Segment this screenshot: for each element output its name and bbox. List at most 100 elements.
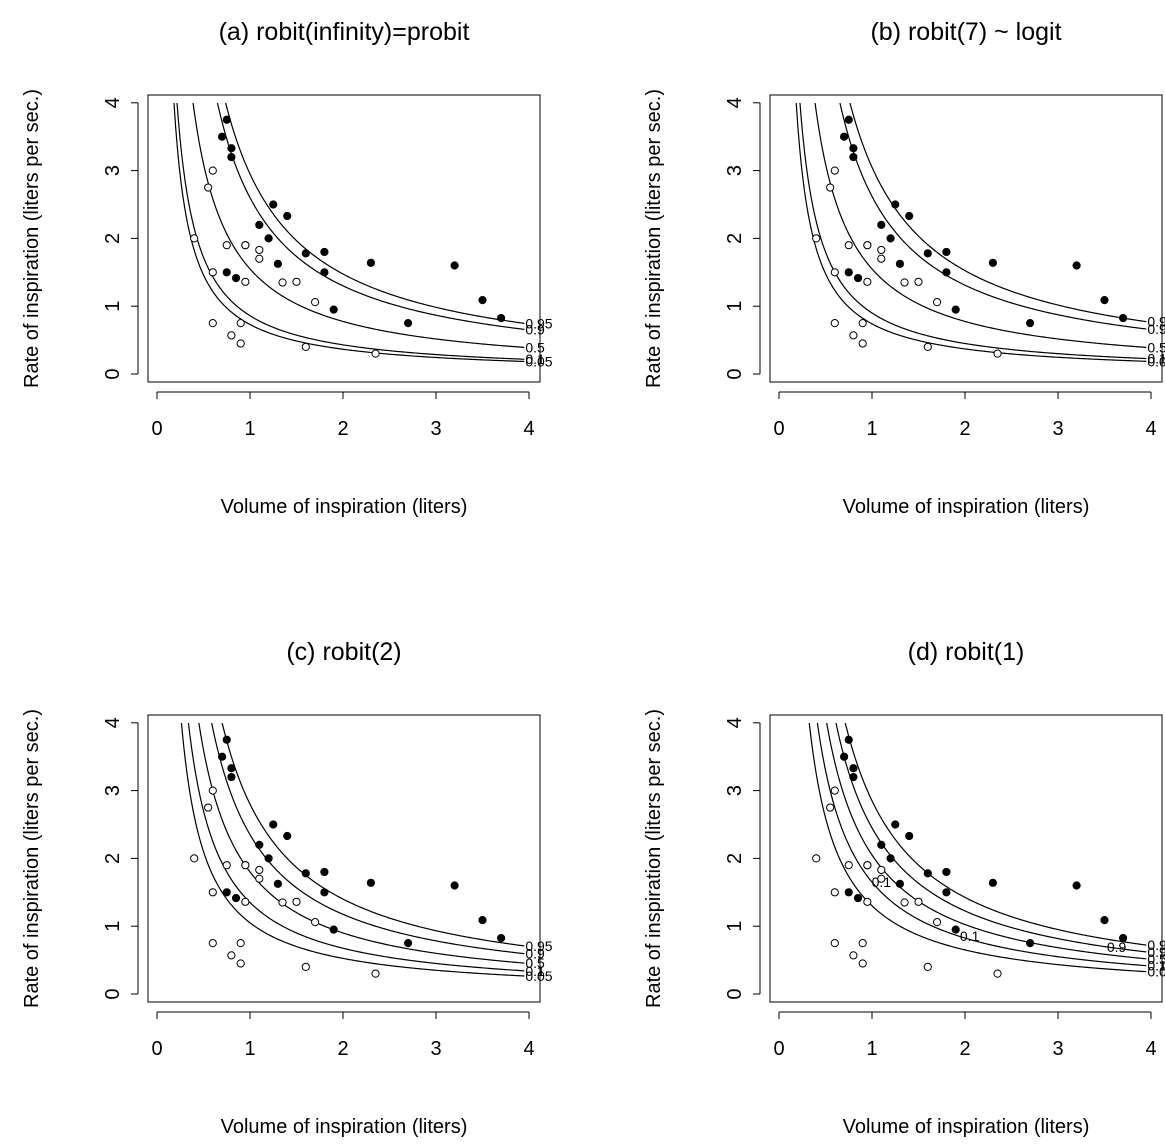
data-point-open (208, 319, 217, 328)
chart-panel-3: (c) robit(2) 0 1 2 3 4 0 1 2 3 4 Volume of inspirat… (21, 638, 553, 1138)
x-tick-label: 3 (430, 1038, 441, 1060)
y-tick-label: 2 (724, 233, 746, 244)
contour-label: 0.1 (525, 963, 545, 979)
y-tick-label: 1 (724, 921, 746, 932)
data-point-filled (942, 268, 951, 277)
data-point-filled (450, 261, 459, 270)
data-point-open (923, 342, 932, 351)
data-point-filled (264, 234, 273, 243)
data-point-filled (891, 820, 900, 829)
data-point-open (222, 241, 231, 250)
data-point-filled (891, 200, 900, 209)
data-point-open (877, 865, 886, 875)
data-point-open (255, 874, 264, 883)
x-tick-label: 2 (337, 1038, 348, 1060)
data-point-filled (227, 772, 236, 782)
data-point-open (301, 962, 310, 971)
x-tick-label: 0 (151, 418, 162, 440)
data-point-filled (923, 869, 932, 878)
data-point-open (241, 277, 250, 286)
data-point-open (204, 183, 213, 192)
data-point-open (900, 898, 909, 907)
data-point-filled (877, 220, 886, 229)
data-point-filled (844, 268, 853, 277)
data-point-open (830, 786, 839, 795)
data-point-open (204, 803, 213, 812)
data-point-open (208, 166, 217, 175)
data-point-filled (231, 893, 241, 903)
data-point-filled (320, 888, 329, 897)
contour-label: 0.9 (525, 946, 545, 962)
y-tick-label: 4 (724, 97, 746, 108)
contour-label: 0.1 (960, 928, 980, 944)
data-point-filled (269, 200, 278, 209)
data-point-filled (320, 268, 329, 277)
data-point-filled (895, 879, 904, 888)
data-point-filled (923, 249, 932, 258)
data-point-filled (840, 752, 849, 761)
data-point-open (812, 854, 821, 863)
y-tick-label: 0 (102, 988, 124, 999)
x-axis-label: Volume of inspiration (liters) (843, 1116, 1090, 1138)
data-point-open (371, 969, 380, 978)
x-tick-label: 0 (773, 1038, 784, 1060)
x-tick-label: 4 (1145, 418, 1156, 440)
data-point-filled (283, 831, 292, 841)
y-tick-label: 3 (102, 785, 124, 796)
data-point-open (914, 897, 923, 906)
contour-line (198, 723, 525, 964)
data-point-filled (366, 258, 375, 267)
contour-line (808, 723, 1147, 973)
contour-line (826, 723, 1147, 960)
data-point-filled (218, 132, 227, 141)
contour-label: 0.95 (525, 315, 552, 331)
data-point-open (933, 298, 942, 307)
data-point-filled (320, 247, 329, 257)
x-tick-label: 1 (244, 1038, 255, 1060)
data-point-open (301, 342, 310, 351)
contour-line (225, 103, 525, 324)
contour-label: 0.1 (1147, 351, 1165, 367)
y-tick-label: 4 (102, 717, 124, 728)
data-point-filled (886, 854, 895, 863)
contour-label: 0.9 (525, 321, 545, 337)
data-point-open (227, 951, 236, 960)
data-point-filled (844, 115, 853, 124)
data-point-open (208, 888, 217, 897)
contour-line (816, 723, 1147, 967)
contour-label: 0.95 (1147, 937, 1165, 953)
data-point-filled (478, 915, 487, 925)
data-point-open (830, 319, 839, 328)
y-tick-label: 3 (724, 165, 746, 176)
data-point-filled (942, 888, 951, 897)
contour-line (173, 103, 525, 363)
data-point-open (923, 962, 932, 971)
contour-line (180, 723, 525, 977)
data-point-filled (329, 305, 338, 314)
data-point-filled (273, 879, 282, 888)
x-tick-label: 0 (773, 418, 784, 440)
contour-label: 0.5 (1147, 951, 1165, 967)
data-point-filled (942, 247, 951, 257)
data-point-filled (404, 319, 413, 328)
data-point-open (844, 861, 853, 870)
chart-title: (a) robit(infinity)=probit (219, 18, 470, 46)
data-point-filled (853, 273, 863, 283)
y-tick-label: 1 (102, 301, 124, 312)
data-point-open (236, 939, 245, 948)
contour-line (211, 723, 525, 955)
data-point-open (255, 245, 264, 255)
contour-line (844, 723, 1147, 946)
y-tick-label: 0 (102, 368, 124, 379)
data-point-filled (988, 878, 997, 887)
data-point-filled (269, 820, 278, 829)
contour-label: 0.95 (525, 938, 552, 954)
chart-title: (b) robit(7) ~ logit (870, 18, 1061, 46)
contour-label: 0.05 (525, 353, 552, 369)
contour-label: 0.5 (525, 955, 545, 971)
x-tick-label: 2 (959, 1038, 970, 1060)
data-point-filled (1026, 939, 1035, 948)
chart-panel-2: (b) robit(7) ~ logit 0 1 2 3 4 0 1 2 3 4 Volume of … (643, 18, 1165, 518)
data-point-filled (404, 939, 413, 948)
y-tick-label: 3 (102, 165, 124, 176)
